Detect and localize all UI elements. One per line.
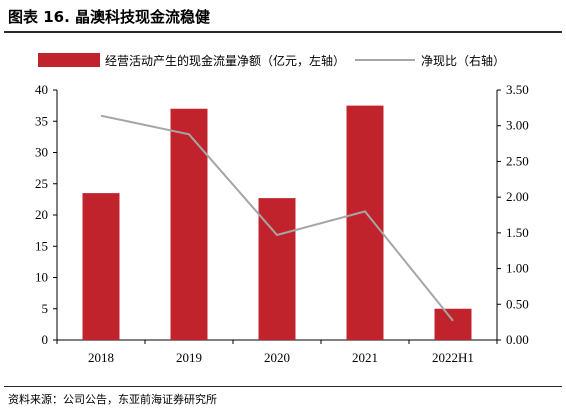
figure-title: 图表 16. 晶澳科技现金流稳健 bbox=[8, 8, 211, 26]
left-tick-label: 20 bbox=[35, 207, 48, 222]
left-tick-label: 5 bbox=[42, 301, 49, 316]
bar bbox=[346, 105, 384, 340]
left-tick-label: 0 bbox=[42, 332, 49, 347]
right-tick-label: 1.50 bbox=[506, 225, 529, 240]
legend-swatch-bar bbox=[38, 53, 100, 67]
bar bbox=[434, 308, 472, 340]
title-divider bbox=[4, 31, 562, 33]
left-tick-label: 10 bbox=[35, 270, 48, 285]
x-tick-label: 2018 bbox=[88, 350, 114, 365]
bar bbox=[170, 108, 208, 340]
left-tick-label: 25 bbox=[35, 176, 48, 191]
bar-series bbox=[82, 105, 472, 340]
left-tick-label: 15 bbox=[35, 238, 48, 253]
legend-label-line: 净现比（右轴） bbox=[421, 53, 505, 68]
bar bbox=[82, 193, 120, 340]
x-tick-label: 2019 bbox=[176, 350, 202, 365]
footer-divider bbox=[4, 386, 562, 387]
ratio-line bbox=[100, 114, 454, 322]
right-tick-label: 1.00 bbox=[506, 261, 529, 276]
right-tick-label: 3.00 bbox=[506, 118, 529, 133]
right-tick-label: 2.00 bbox=[506, 189, 529, 204]
left-tick-label: 30 bbox=[35, 145, 48, 160]
right-tick-label: 2.50 bbox=[506, 153, 529, 168]
source-note: 资料来源：公司公告，东亚前海证券研究所 bbox=[8, 393, 217, 406]
x-tick-label: 2020 bbox=[264, 350, 290, 365]
right-tick-label: 0.00 bbox=[506, 332, 529, 347]
left-tick-label: 40 bbox=[35, 82, 48, 97]
right-tick-label: 0.50 bbox=[506, 296, 529, 311]
right-tick-label: 3.50 bbox=[506, 82, 529, 97]
line-series bbox=[100, 114, 454, 322]
legend-label-bar: 经营活动产生的现金流量净额（亿元，左轴） bbox=[105, 53, 345, 68]
left-tick-label: 35 bbox=[35, 113, 48, 128]
x-tick-label: 2022H1 bbox=[432, 350, 474, 365]
chart-legend: 经营活动产生的现金流量净额（亿元，左轴） 净现比（右轴） bbox=[38, 53, 505, 68]
tick-labels: 0 5 10 15 20 25 30 35 40 0.00 0.50 1.00 1.50 2.00 2.50… bbox=[35, 82, 529, 365]
x-tick-label: 2021 bbox=[352, 350, 378, 365]
